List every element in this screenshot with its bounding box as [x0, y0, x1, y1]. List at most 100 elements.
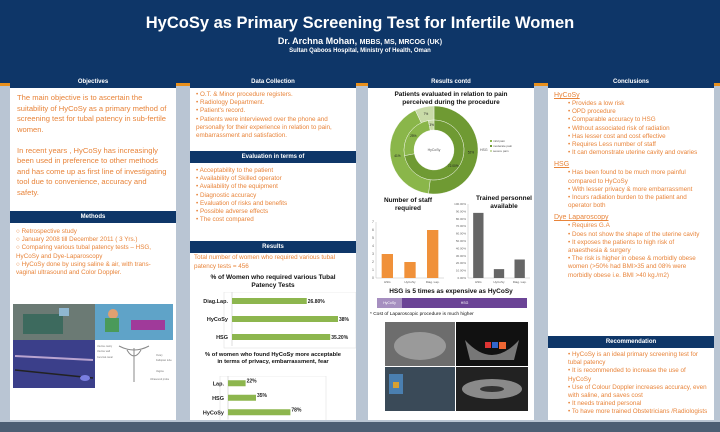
diagram-label: Vagina — [156, 370, 164, 373]
bar — [232, 298, 307, 304]
x-tick-label: HSG — [475, 280, 482, 284]
data-collection-heading: Data Collection — [190, 76, 356, 88]
chart-staff-title: Number of staff required — [383, 197, 433, 212]
methods-list: Retrospective study January 2008 till De… — [10, 225, 176, 280]
y-tick-label: 6 — [372, 228, 374, 232]
y-tick-label: 60.00% — [456, 232, 467, 236]
objectives-text: The main objective is to ascertain the s… — [10, 88, 176, 203]
bar — [493, 269, 505, 278]
conclusion-group-title: Dye Laparoscopy — [554, 214, 609, 222]
bar — [473, 212, 484, 278]
recommendation-item: It is recommended to increase the use of… — [568, 367, 708, 383]
y-tick-label: 80.00% — [456, 217, 467, 221]
plot-area — [219, 376, 327, 420]
category-label: HSG — [216, 335, 228, 341]
bar — [232, 334, 331, 340]
poster-header: HyCoSy as Primary Screening Test for Inf… — [0, 0, 720, 86]
outer-ring-label: HSG — [480, 148, 488, 152]
legend-entry: moderate pain — [493, 144, 513, 148]
photo-catheter — [13, 340, 95, 388]
donut-slice — [428, 119, 435, 131]
diagram-label: Cervical canal — [97, 356, 113, 359]
author-name: Dr. Archna Mohan, — [277, 36, 358, 46]
poster-footer-band — [0, 422, 720, 432]
conclusion-group-title: HSG — [554, 161, 570, 169]
evaluation-list: Acceptability to the patient Availabilit… — [190, 164, 293, 227]
column-conclusions: Conclusions HyCoSyProvides a low riskOPD… — [548, 76, 714, 420]
methods-item: January 2008 till December 2011 ( 3 Yrs.… — [16, 236, 170, 244]
chart-pain-title: Patients evaluated in relation to pain p… — [394, 91, 508, 106]
slice-label: 7% — [424, 112, 429, 116]
plot-area — [223, 292, 356, 349]
recommendation-list: HyCoSy is an ideal primary screening tes… — [548, 351, 714, 417]
y-tick-label: 0 — [372, 276, 374, 280]
recommendation-item: Use of Colour Doppler increases accuracy… — [568, 384, 708, 400]
y-tick-label: 4 — [372, 244, 374, 248]
legend-swatch — [490, 145, 492, 147]
diagram-label: Ovary — [156, 354, 163, 357]
cost-bar: HyCoSy HSG — [377, 298, 527, 308]
methods-item: HyCoSy done by using saline & air, with … — [16, 261, 170, 277]
conclusion-item: Has lesser cost and cost effective — [568, 133, 708, 141]
objectives-p1: The main objective is to ascertain the s… — [17, 93, 167, 134]
legend-entry: mild pain — [493, 139, 505, 143]
category-label: HyCoSy — [207, 317, 229, 323]
chart-pain-donut: 52% 41% 7% 72.00% 25% 3% HyCoSy HSG mild painmod… — [389, 106, 513, 194]
recommendation-item: It needs trained personal — [568, 400, 708, 408]
data-label: 35.20% — [331, 335, 349, 341]
y-tick-label: 70.00% — [456, 224, 467, 228]
category-label: Diag.Lap. — [203, 299, 228, 305]
methods-item: Retrospective study — [16, 228, 170, 236]
column-objectives: Objectives The main objective is to asce… — [10, 76, 176, 420]
x-tick-label: Diag. Lap. — [513, 280, 527, 284]
diagram-label: Ultrasound probe — [150, 378, 170, 381]
conclusions-groups: HyCoSyProvides a low riskOPD procedureCo… — [548, 88, 714, 280]
x-tick-label: Diag. Lap. — [426, 280, 440, 284]
x-tick-label: HyCoSy — [493, 280, 505, 284]
methods-photo-collage: Uterine cavity Uterine wall Cervical can… — [13, 304, 173, 388]
slice-label: 72.00% — [448, 164, 459, 168]
bar — [404, 262, 416, 278]
bar — [228, 394, 256, 401]
y-tick-label: 10.00% — [456, 269, 467, 273]
column-results-contd: Results contd Patients evaluated in rela… — [368, 76, 534, 420]
slice-label: 25% — [410, 134, 417, 138]
bar — [232, 316, 338, 322]
objectives-heading: Objectives — [10, 76, 176, 88]
affiliation: Sultan Qaboos Hospital, Ministry of Heal… — [289, 48, 431, 54]
conclusion-item: With lesser privacy & more embarrassment — [568, 186, 708, 194]
legend-swatch — [490, 140, 492, 142]
results-heading: Results — [190, 241, 356, 253]
conclusion-item: Without associated risk of radiation — [568, 125, 708, 133]
x-tick-label: HyCoSy — [404, 280, 416, 284]
conclusion-item: Does not show the shape of the uterine c… — [568, 231, 708, 239]
diagram-label: Fallopian tube — [156, 359, 172, 362]
data-collection-item: Patients were interviewed over the phone… — [196, 116, 350, 141]
cost-bar-hsg: HSG — [402, 298, 527, 308]
methods-heading: Methods — [10, 211, 176, 223]
y-tick-label: 90.00% — [456, 209, 467, 213]
data-collection-item: Radiology Department. — [196, 99, 350, 107]
poster-title: HyCoSy as Primary Screening Test for Inf… — [145, 14, 575, 32]
conclusion-item: Requires Less number of staff — [568, 141, 708, 149]
y-tick-label: 100.00% — [454, 202, 466, 206]
slice-label: 3% — [429, 123, 434, 127]
conclusion-list: Requires G.ADoes not show the shape of t… — [548, 222, 714, 279]
conclusion-item: The risk is higher in obese & morbidly o… — [568, 255, 708, 280]
evaluation-item: Diagnostic accuracy — [196, 192, 287, 200]
chart-acceptability: Lap. 22% HSG 35% HyCoSy 78% — [203, 376, 327, 420]
chart-tests-title: % of Women who required various Tubal Pa… — [210, 274, 336, 289]
results-text: Total number of women who required vario… — [194, 254, 336, 270]
category-label: Lap. — [213, 381, 225, 387]
bar — [228, 380, 246, 387]
bar — [381, 254, 393, 278]
chart-tests: Diag.Lap. 26.80% HyCoSy 38% HSG 35.20% — [203, 292, 356, 349]
chart-trained-title: Trained personnel available — [476, 195, 532, 210]
conclusion-list: Has been found to be much more painful c… — [548, 169, 714, 210]
data-label: 78% — [291, 407, 302, 413]
data-label: 22% — [247, 378, 258, 384]
evaluation-item: Acceptability to the patient — [196, 167, 287, 175]
y-tick-label: 50.00% — [456, 239, 467, 243]
evaluation-item: Availability of Skilled operator — [196, 175, 287, 183]
y-tick-label: 1 — [372, 268, 374, 272]
